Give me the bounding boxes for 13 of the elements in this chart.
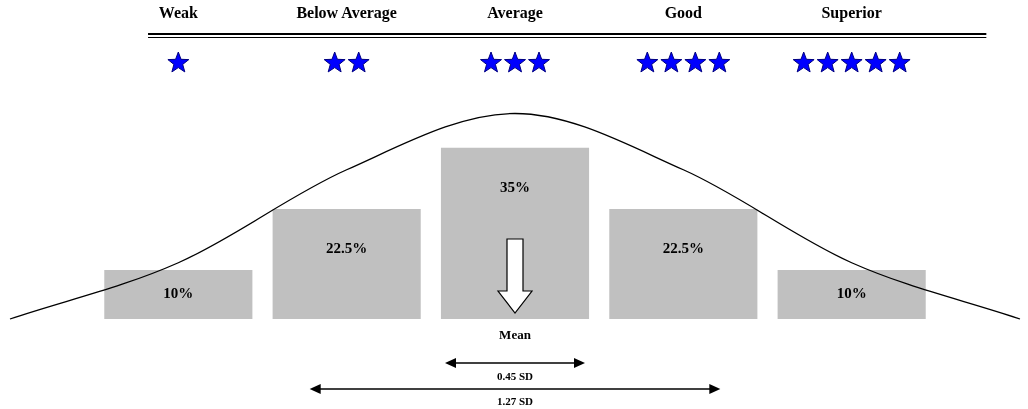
x-tick-label: Good — [664, 3, 703, 21]
text: 0.45 SD — [496, 370, 534, 382]
text: Mean — [499, 327, 531, 342]
data-label: 10% — [163, 285, 194, 302]
data-label: 35% — [500, 178, 530, 195]
data-label: 22.5% — [662, 239, 704, 256]
x-tick-label: Average — [487, 3, 543, 22]
text: 1.27 SD — [496, 395, 534, 407]
x-tick-label: Weak — [158, 3, 198, 21]
data-label: 22.5% — [326, 239, 368, 256]
x-tick-label: Below Average — [296, 3, 397, 22]
x-tick-label: Superior — [821, 3, 882, 22]
data-label: 10% — [836, 285, 867, 302]
